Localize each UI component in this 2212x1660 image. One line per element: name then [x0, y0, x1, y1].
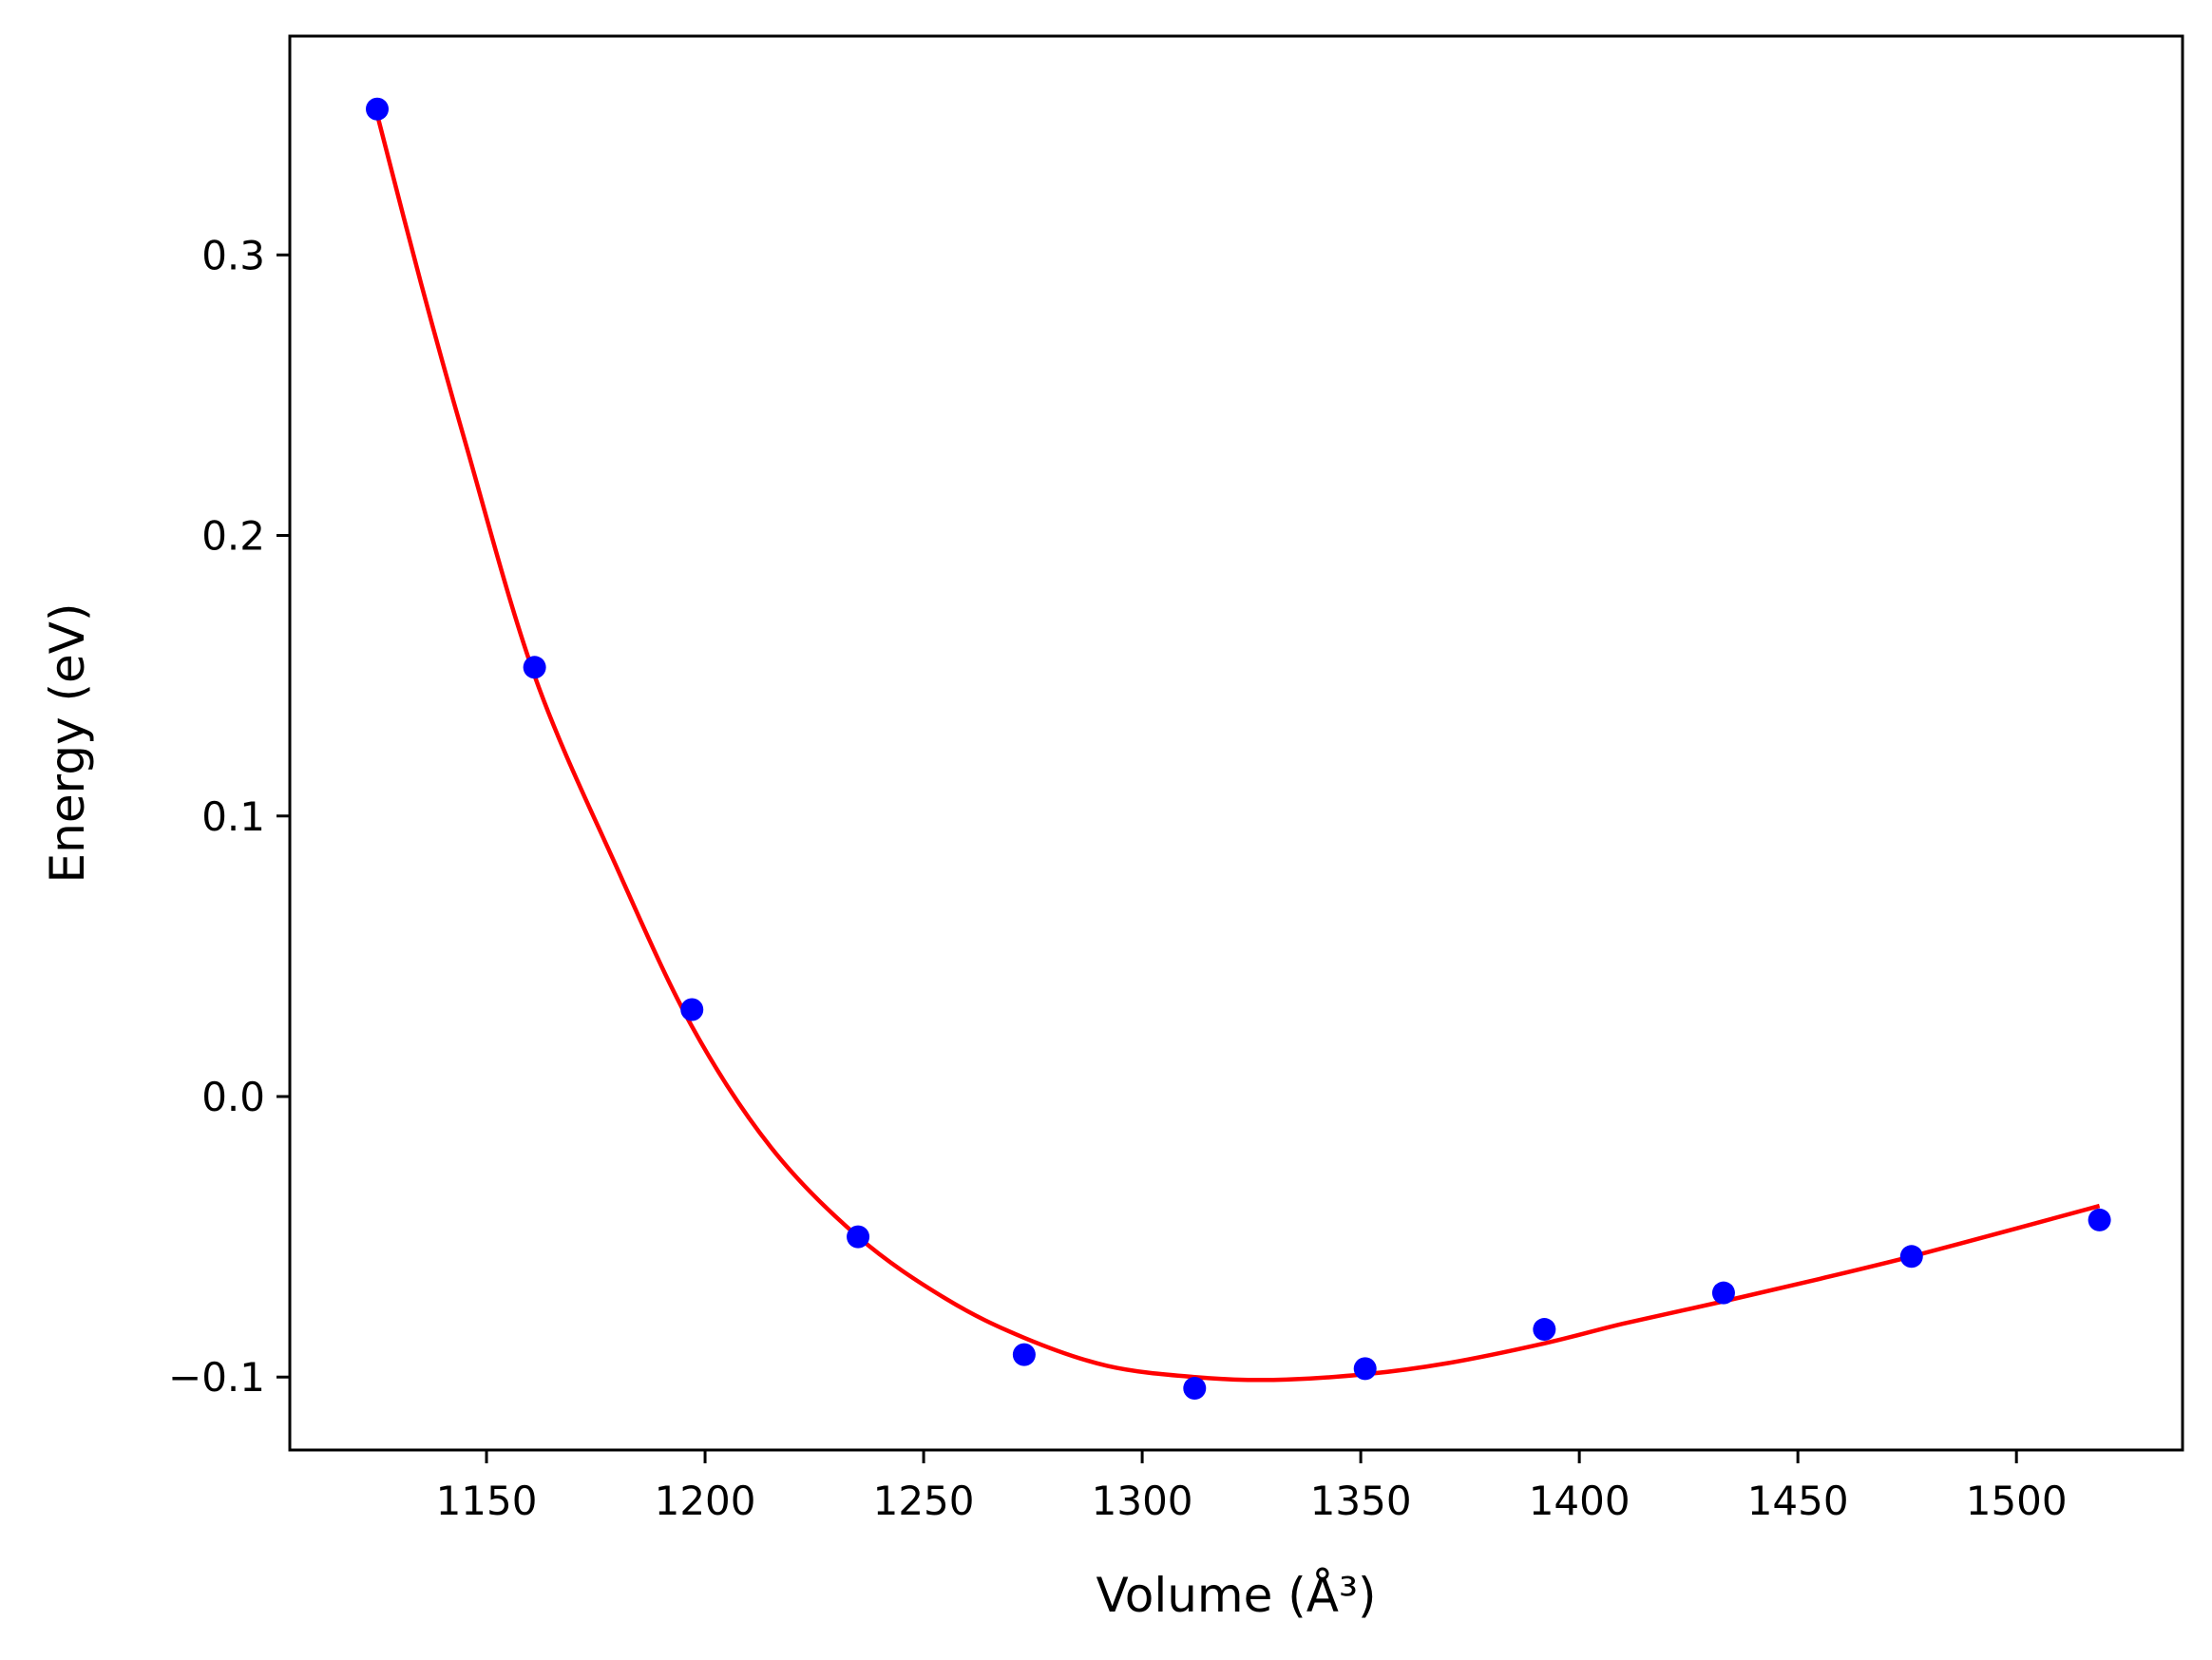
data-point — [523, 656, 546, 679]
x-tick-label: 1150 — [436, 1478, 538, 1524]
data-point — [2088, 1208, 2111, 1231]
x-tick-label: 1250 — [873, 1478, 975, 1524]
data-point — [1711, 1281, 1735, 1305]
data-point — [1899, 1245, 1923, 1269]
axes-frame — [288, 34, 2184, 1452]
y-tick-label: −0.1 — [168, 1354, 265, 1401]
fit-curve — [374, 114, 2101, 1383]
data-point — [1183, 1377, 1207, 1401]
x-tick-label: 1300 — [1092, 1478, 1193, 1524]
y-axis-ticks: −0.1 0.0 0.1 0.2 0.3 — [168, 232, 290, 1401]
data-point — [1353, 1357, 1377, 1381]
y-tick-label: 0.0 — [201, 1074, 265, 1120]
y-tick-label: 0.2 — [201, 513, 265, 560]
y-axis-label: Energy (eV) — [40, 603, 95, 884]
data-point — [680, 998, 704, 1021]
data-point — [1533, 1318, 1556, 1342]
data-point — [366, 97, 390, 121]
data-point — [1012, 1343, 1036, 1366]
x-axis-ticks: 1150 1200 1250 1300 1350 1400 1450 1500 — [436, 1450, 2068, 1524]
plot-area — [366, 97, 2111, 1401]
x-tick-label: 1450 — [1747, 1478, 1849, 1524]
x-axis-label: Volume (Å³) — [1096, 1568, 1376, 1623]
x-tick-label: 1400 — [1529, 1478, 1630, 1524]
x-tick-label: 1350 — [1310, 1478, 1412, 1524]
x-tick-label: 1500 — [1966, 1478, 2068, 1524]
data-points — [366, 97, 2111, 1401]
y-tick-label: 0.1 — [201, 793, 265, 840]
data-point — [847, 1225, 870, 1249]
y-tick-label: 0.3 — [201, 232, 265, 278]
x-tick-label: 1200 — [655, 1478, 756, 1524]
